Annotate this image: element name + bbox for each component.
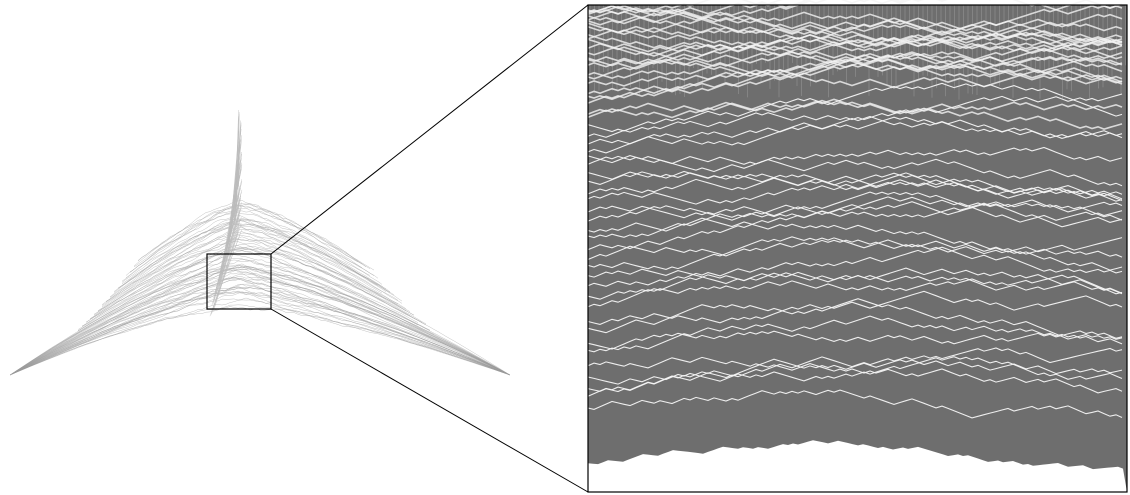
wave-line xyxy=(587,239,1123,261)
wave-line xyxy=(587,201,1123,219)
wave-line xyxy=(587,37,1123,68)
walk-curve xyxy=(9,266,511,376)
wave-line xyxy=(587,356,1123,394)
walk-curve xyxy=(117,218,383,289)
wave-line xyxy=(587,356,1123,385)
spike-line xyxy=(214,208,241,295)
wave-line xyxy=(587,347,1123,397)
walk-curve xyxy=(9,276,511,376)
wave-line xyxy=(587,13,1123,44)
wave-line xyxy=(587,290,1123,325)
walk-curve xyxy=(133,204,367,268)
wave-line xyxy=(587,330,1123,350)
walk-curve xyxy=(9,272,511,376)
walk-curve xyxy=(9,304,511,376)
walk-curve xyxy=(9,265,511,376)
wave-line xyxy=(587,99,1123,130)
wave-line xyxy=(587,30,1123,57)
spike-line xyxy=(212,225,240,310)
walk-curve xyxy=(9,269,511,376)
walk-curve xyxy=(129,205,371,273)
walk-curve xyxy=(113,218,387,292)
walk-curve xyxy=(137,205,359,263)
zoom-frame xyxy=(587,4,1128,493)
wave-line xyxy=(587,0,807,15)
wave-line xyxy=(587,64,1123,87)
walk-curve xyxy=(9,292,511,376)
walk-curve xyxy=(9,290,511,376)
wave-line xyxy=(587,171,1123,199)
wave-line xyxy=(587,170,1123,200)
wave-line xyxy=(587,217,1123,253)
walk-curve xyxy=(9,269,511,376)
spike-line xyxy=(213,219,241,304)
walk-curve xyxy=(97,239,411,312)
wave-line xyxy=(587,271,1123,300)
walk-curve xyxy=(101,229,403,306)
wave-line xyxy=(587,155,1123,187)
walk-curve xyxy=(105,227,399,302)
walk-curve xyxy=(9,306,511,376)
zoom-line xyxy=(270,4,589,255)
walk-curve xyxy=(81,248,427,327)
walk-curve xyxy=(125,207,375,276)
spike-line xyxy=(215,204,240,292)
wave-line xyxy=(587,98,1123,119)
walk-curve xyxy=(125,214,375,279)
zoom-line xyxy=(270,308,589,493)
wave-line xyxy=(587,274,1123,308)
wave-line xyxy=(587,55,1123,104)
wave-line xyxy=(587,236,1123,271)
wave-line xyxy=(587,16,1123,36)
wave-line xyxy=(587,32,1123,61)
walk-curve xyxy=(9,266,511,376)
walk-curve xyxy=(9,279,511,376)
zoom-box xyxy=(206,253,272,310)
walk-curve xyxy=(77,259,435,335)
walk-curve xyxy=(9,264,511,376)
wave-line xyxy=(587,246,1123,287)
wave-line xyxy=(587,0,948,19)
wave-line xyxy=(587,389,1123,419)
spike-line xyxy=(222,170,239,263)
walk-curve xyxy=(105,231,399,305)
walk-curve xyxy=(9,268,511,376)
wave-line xyxy=(587,191,1123,233)
wave-line xyxy=(587,201,1123,222)
walk-curve xyxy=(9,263,511,376)
wave-line xyxy=(587,47,1123,80)
wave-line xyxy=(587,298,1123,340)
wave-line xyxy=(587,93,1123,138)
walk-curve xyxy=(121,219,379,286)
lower-edge xyxy=(588,440,1127,492)
walk-curve xyxy=(9,266,511,376)
spike-line xyxy=(209,233,241,317)
wave-line xyxy=(587,51,1123,101)
wave-line xyxy=(587,315,1123,353)
spike-line xyxy=(211,221,239,306)
walk-curve xyxy=(9,286,511,376)
spike-line xyxy=(213,212,239,299)
wave-line xyxy=(587,51,1123,74)
walk-curve xyxy=(89,247,419,323)
walk-curve xyxy=(9,287,511,376)
overview-shape xyxy=(9,109,511,376)
walk-curve xyxy=(9,268,511,376)
walk-curve xyxy=(77,250,431,332)
wave-line xyxy=(587,196,1123,251)
wave-line xyxy=(587,30,1123,56)
wave-line xyxy=(587,146,1123,165)
spike-line xyxy=(218,193,240,283)
zoom-panel xyxy=(587,0,1127,492)
wave-line xyxy=(587,178,1123,205)
walk-curve xyxy=(97,239,407,312)
walk-curve xyxy=(9,248,511,376)
walk-curve xyxy=(121,225,383,294)
wave-line xyxy=(587,82,1123,133)
wave-line xyxy=(587,115,1123,154)
walk-curve xyxy=(137,203,363,265)
spike-line xyxy=(214,223,242,308)
